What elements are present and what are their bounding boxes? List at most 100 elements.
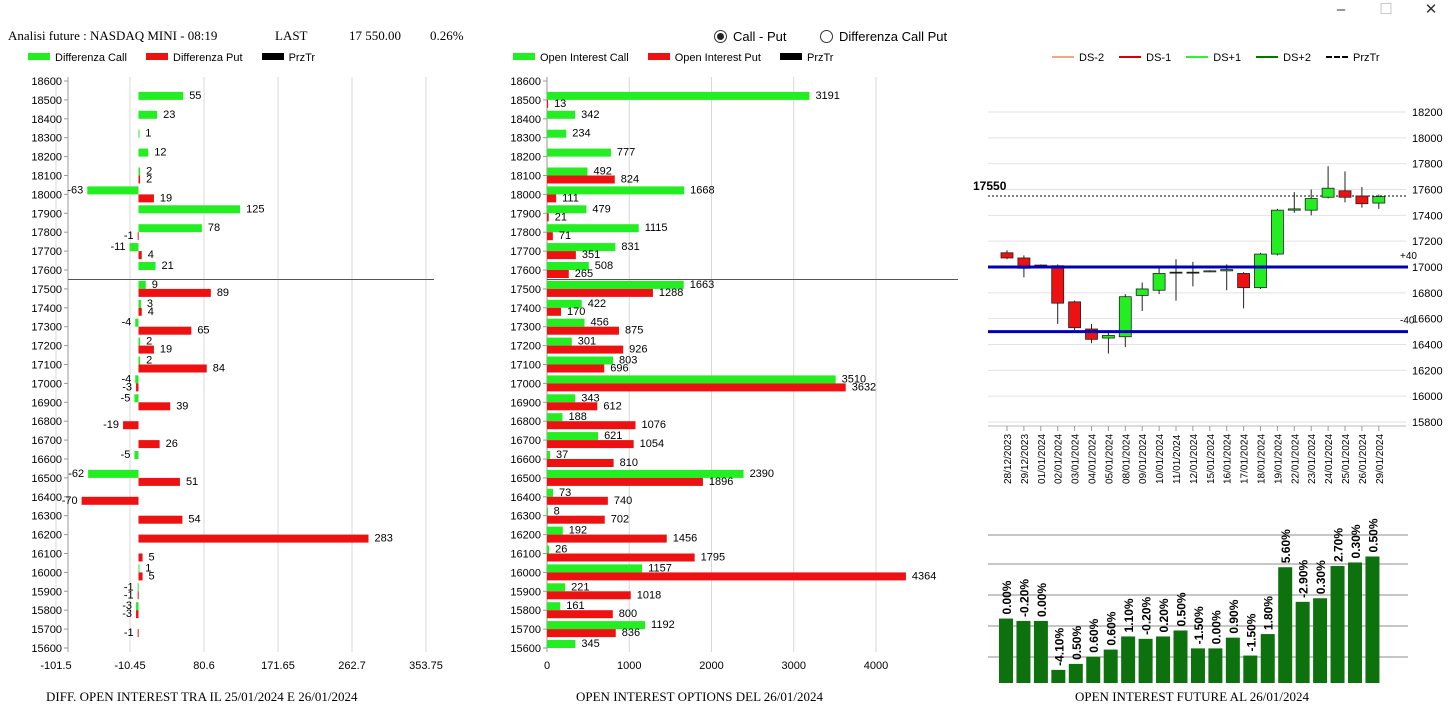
- call-bar-label: -1: [124, 581, 134, 593]
- y-tick-label: 16800: [510, 416, 541, 428]
- call-bar: [547, 640, 576, 648]
- call-bar-label: -3: [122, 600, 132, 612]
- future-bar: [1190, 648, 1205, 683]
- legend-label: DS-2: [1079, 52, 1105, 64]
- call-bar-label: 508: [595, 260, 613, 272]
- put-bar: [547, 402, 598, 411]
- candle-body: [1102, 335, 1115, 339]
- y-tick-label: 16600: [510, 454, 541, 466]
- legend-line-icon: [1186, 56, 1209, 58]
- call-bar-label: 234: [572, 128, 590, 140]
- call-bar: [547, 432, 599, 441]
- y-tick-label: 17200: [510, 341, 541, 353]
- put-bar: [547, 629, 616, 638]
- put-bar-label: 89: [217, 287, 229, 299]
- call-bar: [547, 243, 616, 252]
- call-bar: [547, 280, 684, 289]
- put-bar: [547, 326, 619, 335]
- x-tick-label: 22/01/2024: [1290, 434, 1301, 484]
- minimize-button[interactable]: –: [1336, 1, 1346, 18]
- call-bar: [138, 110, 158, 119]
- x-tick-label: 1000: [617, 660, 641, 672]
- put-bar-label: 1018: [637, 589, 661, 601]
- put-bar: [547, 213, 549, 222]
- x-tick-label: 05/01/2024: [1104, 434, 1115, 484]
- y-tick-label: 15600: [510, 643, 541, 655]
- legend-item: PrzTr: [780, 52, 833, 64]
- future-bar-label: 0.60%: [1105, 611, 1119, 645]
- radio-call-put[interactable]: Call - Put: [714, 29, 786, 44]
- maximize-button[interactable]: ☐: [1379, 1, 1393, 18]
- future-bar: [1121, 636, 1136, 683]
- put-bar-label: 13: [554, 98, 566, 110]
- put-bar-label: 1076: [641, 419, 665, 431]
- y-tick-label: 18200: [31, 152, 62, 164]
- y-tick-label: 17200: [1412, 236, 1443, 248]
- call-bar: [547, 583, 566, 592]
- call-bar-label: 9: [152, 279, 158, 291]
- put-bar: [547, 591, 631, 600]
- put-bar: [547, 421, 636, 430]
- candle-body: [1271, 209, 1284, 255]
- put-bar: [138, 515, 183, 524]
- call-bar-label: 342: [581, 109, 599, 121]
- future-bar-label: 0.20%: [1157, 598, 1171, 632]
- call-bar-label: 2: [146, 336, 152, 348]
- put-bar-label: -1: [124, 589, 134, 601]
- put-bar-label: 71: [559, 230, 571, 242]
- call-bar-label: 23: [163, 109, 175, 121]
- legend-line-icon: [1052, 56, 1074, 58]
- y-tick-label: 15800: [1412, 417, 1443, 429]
- put-bar-label: 51: [186, 476, 198, 488]
- y-tick-label: 16000: [1412, 391, 1443, 403]
- x-tick-label: 16/01/2024: [1223, 434, 1234, 484]
- y-tick-label: 18400: [31, 114, 62, 126]
- prztr-label: 17550: [973, 179, 1007, 193]
- call-bar: [135, 375, 139, 384]
- x-tick-label: 25/01/2024: [1341, 434, 1352, 484]
- x-tick-label: 26/01/2024: [1358, 434, 1369, 484]
- x-tick-label: 24/01/2024: [1324, 434, 1335, 484]
- call-bar-label: 37: [556, 449, 568, 461]
- radio-empty-icon: [820, 30, 833, 43]
- future-bar: [1156, 636, 1171, 683]
- put-bar: [547, 270, 569, 278]
- candle-body: [1000, 252, 1014, 259]
- call-bar: [137, 583, 139, 592]
- call-bar-label: -11: [110, 241, 125, 253]
- close-button[interactable]: ✕: [1424, 1, 1438, 18]
- call-bar: [547, 148, 611, 157]
- call-bar: [138, 337, 141, 346]
- put-bar: [547, 553, 695, 562]
- y-tick-label: 18000: [510, 189, 541, 201]
- legend-item: PrzTr: [261, 52, 315, 64]
- call-bar-label: 2390: [750, 468, 774, 480]
- future-bar: [1313, 598, 1328, 683]
- put-bar-label: 170: [567, 306, 585, 318]
- put-bar-label: 875: [625, 325, 643, 337]
- y-tick-label: 16100: [31, 549, 62, 561]
- call-bar: [134, 451, 139, 459]
- call-bar-label: 1: [145, 128, 151, 140]
- put-bar-label: 4: [148, 306, 154, 318]
- put-bar: [547, 440, 634, 449]
- call-bar-label: 26: [555, 544, 567, 556]
- y-tick-label: 18500: [510, 95, 541, 107]
- y-tick-label: 16600: [31, 454, 62, 466]
- y-tick-label: 18200: [510, 152, 541, 164]
- call-bar-label: 1192: [651, 619, 675, 631]
- put-bar-label: -19: [103, 419, 119, 431]
- call-bar-label: -63: [67, 184, 83, 196]
- call-bar: [138, 129, 140, 138]
- legend-line-icon: [1326, 56, 1349, 58]
- y-tick-label: 17300: [510, 322, 541, 334]
- y-tick-label: 16500: [31, 473, 62, 485]
- future-bar: [1225, 637, 1240, 683]
- y-tick-label: 16200: [510, 530, 541, 542]
- radio-diff-call-put[interactable]: Differenza Call Put: [820, 29, 947, 44]
- put-bar-label: 612: [603, 400, 621, 412]
- legend-item: DS+1: [1186, 52, 1241, 64]
- y-tick-label: 16100: [510, 549, 541, 561]
- y-tick-label: 17700: [31, 246, 62, 258]
- put-bar-label: 1896: [709, 476, 733, 488]
